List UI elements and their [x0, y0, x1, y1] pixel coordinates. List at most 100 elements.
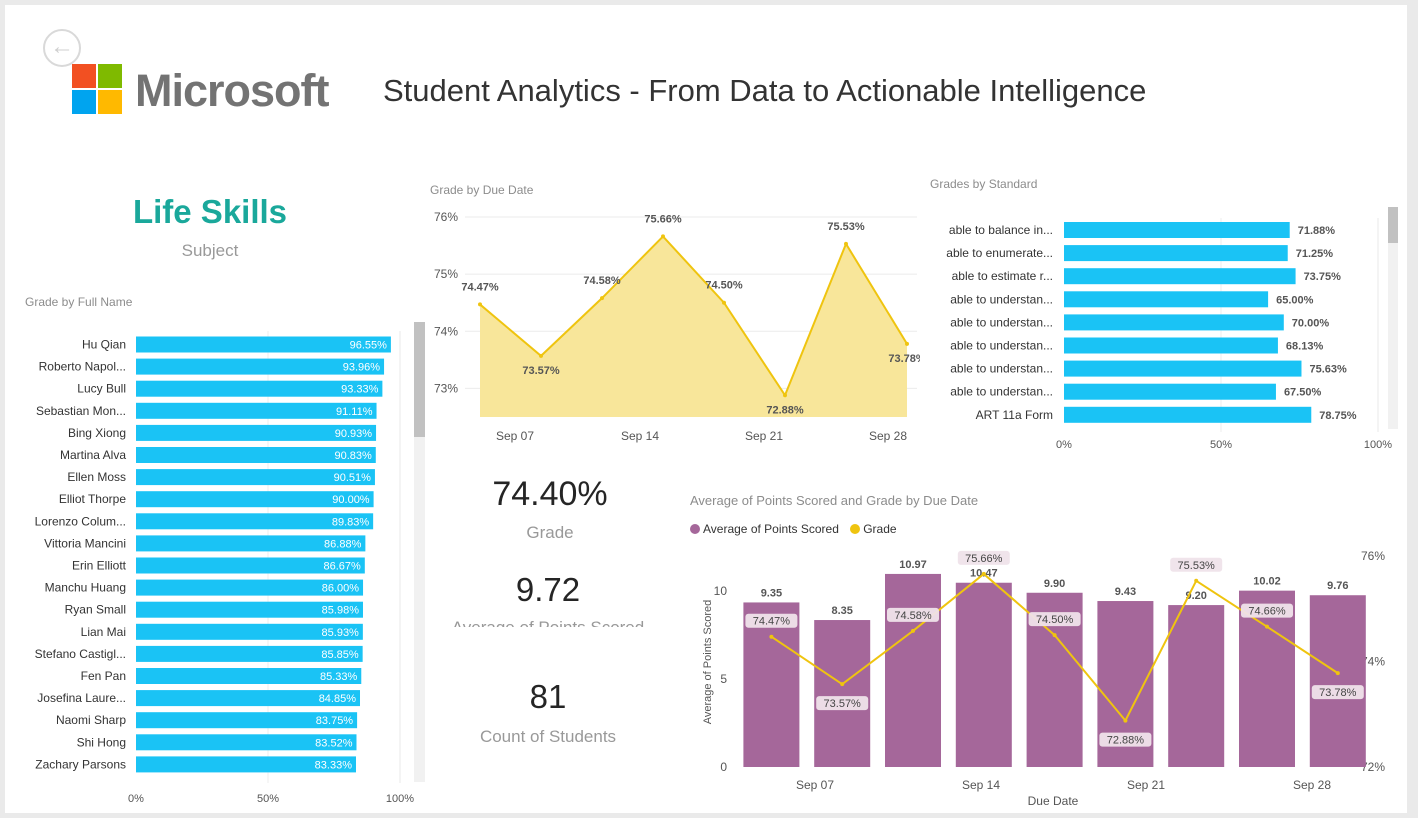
bar[interactable]: [136, 535, 366, 552]
bar-data-label: 8.35: [831, 605, 852, 617]
grades-by-standard-scrollbar[interactable]: [1388, 207, 1398, 429]
bar[interactable]: [1064, 360, 1302, 377]
line-point[interactable]: [1335, 671, 1340, 676]
bar[interactable]: [136, 336, 391, 353]
line-point[interactable]: [840, 682, 845, 687]
combo-legend: Average of Points Scored Grade: [690, 522, 897, 536]
bar[interactable]: [814, 620, 871, 767]
data-point[interactable]: [539, 353, 543, 358]
bar[interactable]: [136, 756, 356, 773]
bar[interactable]: [136, 601, 363, 618]
legend-grade-dot: [850, 524, 861, 534]
line-point[interactable]: [769, 634, 774, 639]
line-point[interactable]: [1194, 578, 1199, 583]
grade-by-name-title: Grade by Full Name: [25, 295, 133, 309]
bar[interactable]: [136, 557, 365, 574]
bar[interactable]: [743, 602, 800, 767]
line-data-label: 74.47%: [753, 616, 791, 628]
bar[interactable]: [136, 712, 358, 729]
line-point[interactable]: [1265, 624, 1269, 629]
legend-item-points[interactable]: Average of Points Scored: [690, 522, 839, 536]
bar[interactable]: [136, 668, 362, 684]
data-point[interactable]: [722, 300, 726, 305]
tick-label: 0%: [128, 793, 144, 805]
bar[interactable]: [1064, 291, 1269, 308]
bar[interactable]: [136, 645, 363, 662]
line-point[interactable]: [1052, 633, 1057, 638]
bar[interactable]: [136, 734, 357, 751]
x-tick-label: Sep 21: [1127, 778, 1165, 792]
bar[interactable]: [136, 491, 374, 508]
bar[interactable]: [136, 447, 376, 463]
grade-by-name-scrollbar[interactable]: [414, 322, 425, 782]
legend-item-grade[interactable]: Grade: [850, 522, 897, 536]
data-point[interactable]: [478, 302, 482, 307]
line-point[interactable]: [911, 628, 915, 633]
bar-data-label: 10.97: [899, 559, 927, 571]
x-tick-label: Sep 07: [496, 429, 534, 443]
category-label: Elliot Thorpe: [59, 492, 126, 506]
line-label-bg: [1170, 557, 1223, 572]
bar-data-label: 9.35: [761, 587, 782, 599]
category-label: Naomi Sharp: [56, 713, 126, 727]
data-point[interactable]: [783, 393, 787, 398]
data-point[interactable]: [905, 341, 909, 346]
line-label-bg: [887, 607, 939, 622]
students-kpi-label-clip: Count of Students: [448, 723, 648, 743]
legend-points-label: Average of Points Scored: [703, 522, 839, 536]
bar[interactable]: [136, 513, 374, 530]
bar[interactable]: [136, 579, 364, 596]
bar-data-label: 9.43: [1115, 586, 1136, 598]
bar[interactable]: [1064, 337, 1278, 354]
category-label: Lucy Bull: [77, 382, 126, 396]
category-label: Ryan Small: [65, 603, 126, 617]
data-label: 85.93%: [322, 627, 360, 639]
bar[interactable]: [1064, 222, 1290, 238]
line-label-bg: [1099, 732, 1152, 747]
combo-chart: 0 5 10 72% 74% 76% Average of Points Scored 9.3…: [702, 549, 1385, 808]
bar[interactable]: [136, 402, 377, 419]
bar[interactable]: [136, 358, 385, 375]
data-point[interactable]: [600, 296, 604, 301]
data-label: 93.33%: [341, 384, 379, 396]
bar[interactable]: [1064, 383, 1276, 400]
bar[interactable]: [136, 380, 383, 397]
line-data-label: 74.58%: [894, 610, 932, 622]
back-button[interactable]: ←: [43, 29, 81, 67]
line-point[interactable]: [981, 571, 986, 576]
category-label: able to enumerate...: [946, 246, 1053, 260]
bar-data-label: 9.90: [1044, 578, 1065, 590]
bar[interactable]: [1309, 595, 1366, 767]
grade-by-name-scrollbar-thumb[interactable]: [414, 322, 425, 437]
line-label-bg: [957, 550, 1010, 565]
bar[interactable]: [955, 582, 1012, 767]
bar[interactable]: [885, 573, 941, 767]
data-label: 96.55%: [350, 340, 388, 352]
category-label: Manchu Huang: [45, 581, 126, 595]
points-kpi-label: Average of Points Scored: [448, 618, 648, 627]
bar[interactable]: [1168, 605, 1225, 767]
students-kpi-value: 81: [529, 678, 567, 715]
bar[interactable]: [1239, 590, 1295, 767]
data-point[interactable]: [844, 241, 848, 246]
x-tick-label: Sep 21: [745, 429, 783, 443]
data-label: 90.51%: [334, 472, 372, 484]
logo-green-square: [98, 64, 122, 88]
category-label: Ellen Moss: [67, 470, 126, 484]
subject-value: Life Skills: [132, 193, 288, 230]
bar[interactable]: [1064, 406, 1312, 423]
y2-tick-label: 72%: [1361, 760, 1385, 774]
bar[interactable]: [1064, 314, 1284, 331]
bar[interactable]: [136, 690, 361, 707]
bar[interactable]: [1064, 268, 1296, 285]
y-tick-label: 75%: [434, 267, 458, 281]
bar[interactable]: [1064, 245, 1288, 262]
bar[interactable]: [136, 424, 377, 441]
data-point[interactable]: [661, 234, 665, 239]
bar[interactable]: [136, 623, 363, 640]
grades-by-standard-scrollbar-thumb[interactable]: [1388, 207, 1398, 243]
bar[interactable]: [136, 469, 375, 486]
grades-by-standard-chart: able to balance in... 71.88% able to enume…: [946, 218, 1392, 451]
line-point[interactable]: [1123, 718, 1128, 723]
data-label: 83.33%: [315, 759, 353, 771]
